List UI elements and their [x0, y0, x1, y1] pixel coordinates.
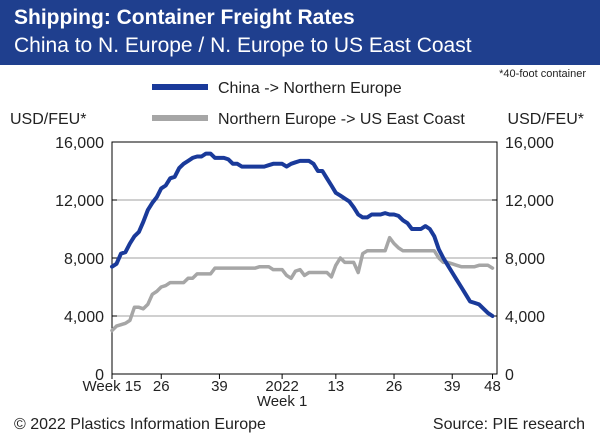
y-tick-label: 16,000 — [55, 135, 104, 152]
y-tick-label: 0 — [505, 367, 514, 384]
y-tick-label: 16,000 — [505, 135, 554, 152]
series-lines — [110, 151, 495, 333]
legend: China -> Northern Europe Northern Europe… — [152, 80, 465, 128]
x-tick-label: Week 15 — [83, 378, 142, 395]
x-tick-label: 26 — [386, 378, 403, 395]
series-line-europe-us-east-coast — [110, 235, 495, 333]
y-tick-labels-right: 0 4,000 8,000 12,000 16,000 — [505, 135, 554, 384]
legend-label-china: China -> Northern Europe — [218, 80, 402, 97]
y-axis-label-right: USD/FEU* — [508, 111, 584, 128]
header-banner: Shipping: Container Freight Rates China … — [0, 0, 600, 65]
y-tick-label: 8,000 — [64, 251, 104, 268]
x-tick-label: 2022 — [265, 378, 298, 395]
y-tick-label: 8,000 — [505, 251, 545, 268]
x-tick-label: 48 — [484, 378, 501, 395]
x-tick-label: 39 — [444, 378, 461, 395]
y-tick-label: 12,000 — [55, 193, 104, 210]
y-tick-label: 4,000 — [64, 309, 104, 326]
legend-label-europe: Northern Europe -> US East Coast — [218, 111, 465, 128]
y-tick-label: 4,000 — [505, 309, 545, 326]
copyright-text: © 2022 Plastics Information Europe — [14, 416, 266, 433]
chart-subtitle: China to N. Europe / N. Europe to US Eas… — [14, 34, 472, 57]
x-tick-label: 26 — [153, 378, 170, 395]
y-axis-label-left: USD/FEU* — [10, 111, 86, 128]
source-text: Source: PIE research — [432, 416, 585, 433]
series-line-china-northern-europe — [110, 151, 495, 318]
x-tick-label: 39 — [211, 378, 228, 395]
y-tick-label: 12,000 — [505, 193, 554, 210]
chart-title: Shipping: Container Freight Rates — [14, 6, 355, 29]
x-tick-sublabel: Week 1 — [257, 393, 308, 410]
y-tick-labels-left: 0 4,000 8,000 12,000 16,000 — [55, 135, 104, 384]
y-tick-label: 0 — [95, 367, 104, 384]
x-tick-label: 13 — [327, 378, 344, 395]
footnote-text: *40-foot container — [499, 68, 586, 80]
plot-frame — [111, 141, 498, 375]
